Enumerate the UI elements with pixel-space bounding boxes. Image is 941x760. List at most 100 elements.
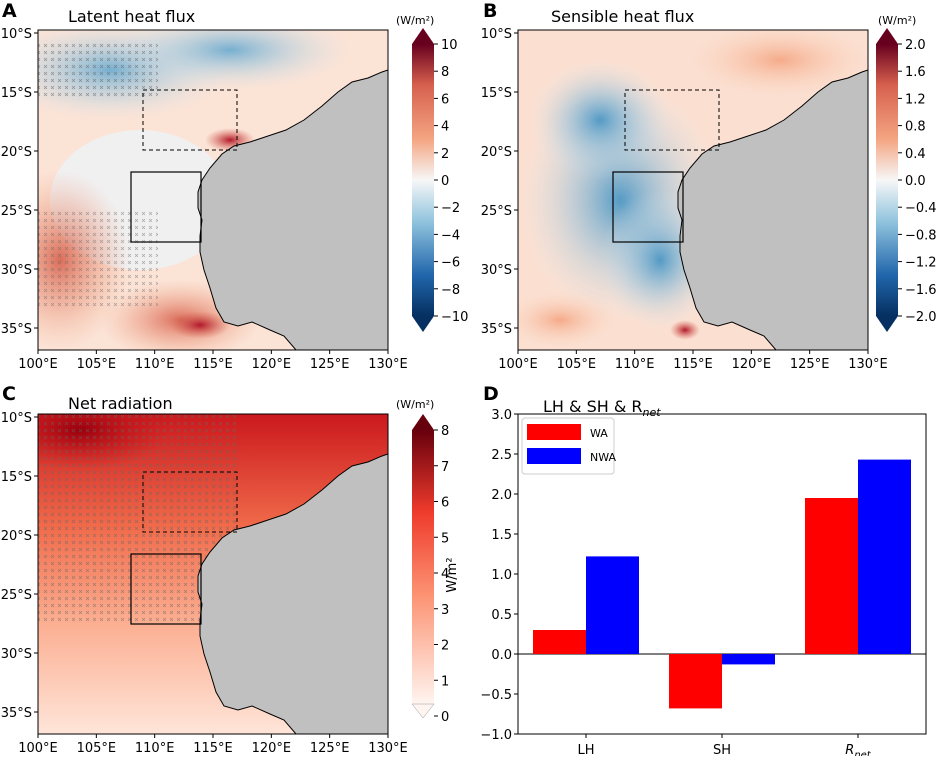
lat-tick-label: 10°S (1, 411, 32, 426)
colorbar-tick-label: 0.4 (905, 147, 926, 162)
colorbar-tick-label: 0 (441, 174, 449, 189)
panel-d: D LH & SH & Rnet −1.0−0.50.00.51.01.52.0… (480, 383, 927, 760)
colorbar-ticks: 10 8 6 4 2 0 −2 −4 −6 −8 −10 (434, 38, 468, 325)
lat-tick-label: 10°S (481, 27, 512, 42)
lon-tick-label: 105°E (77, 741, 117, 756)
legend-swatch (527, 424, 581, 440)
x-tick-main: LH (577, 743, 594, 756)
bar-chart: −1.0 −0.5 0.0 0.5 1.0 1.5 2.0 2.5 3.0 LH SH Rnet WA N… (480, 408, 927, 760)
colorbar-tick-label: 6 (441, 496, 449, 511)
lon-tick-label: 115°E (193, 357, 233, 372)
colorbar-tick-label: −0.8 (905, 228, 937, 243)
lat-tick-label: 35°S (1, 706, 32, 721)
lon-tick-label: 120°E (732, 357, 772, 372)
colorbar-tick-label: −2 (441, 201, 460, 216)
lat-tick-label: 25°S (481, 204, 512, 219)
lon-tick-label: 115°E (193, 741, 233, 756)
colorbar-tick-label: 1 (441, 674, 449, 689)
colorbar-tick-label: 1.2 (905, 92, 926, 107)
bar-wa (669, 654, 722, 709)
colorbar: (W/m²) 10 8 6 4 2 0 −2 −4 −6 −8 −10 (396, 14, 468, 332)
panel-title: Net radiation (68, 394, 173, 413)
lon-tick-label: 100°E (18, 357, 58, 372)
colorbar-side-label: W/m² (445, 557, 460, 592)
lon-tick-label: 100°E (498, 357, 538, 372)
panel-letter: C (2, 383, 16, 405)
x-tick-main: SH (713, 743, 731, 756)
lon-tick-label: 130°E (368, 741, 408, 756)
lon-tick-label: 130°E (848, 357, 888, 372)
map-axes: 10°S 15°S 20°S 25°S 30°S 35°S 100°E 105°E 110°E 1… (1, 411, 408, 756)
panel-letter: D (483, 383, 499, 405)
lat-tick-label: 20°S (1, 145, 32, 160)
colorbar-tick-label: −10 (441, 310, 468, 325)
lat-tick-label: 15°S (481, 86, 512, 101)
y-tick-label: 1.5 (491, 528, 512, 543)
lon-tick-label: 110°E (615, 357, 655, 372)
lat-tick-label: 25°S (1, 204, 32, 219)
colorbar-tick-label: 7 (441, 460, 449, 475)
chart-title-main: LH & SH & R (543, 397, 643, 416)
lat-tick-label: 30°S (1, 647, 32, 662)
colorbar-unit: (W/m²) (396, 14, 434, 27)
map-field (518, 30, 868, 350)
chart-title-sub: net (643, 406, 662, 419)
colorbar-tick-label: 0.0 (905, 174, 926, 189)
y-tick-label: 1.0 (491, 568, 512, 583)
y-tick-label: −0.5 (480, 688, 512, 703)
chart-title: LH & SH & Rnet (543, 397, 661, 419)
lon-tick-label: 110°E (135, 741, 175, 756)
y-tick-label: 2.0 (491, 488, 512, 503)
lon-tick-label: 100°E (18, 741, 58, 756)
colorbar-tick-label: 6 (441, 92, 449, 107)
bar-wa (805, 498, 858, 654)
lat-tick-label: 35°S (1, 322, 32, 337)
lat-tick-label: 25°S (1, 588, 32, 603)
lat-tick-label: 15°S (1, 86, 32, 101)
lon-tick-label: 125°E (310, 357, 350, 372)
lat-tick-label: 20°S (1, 529, 32, 544)
lon-tick-label: 105°E (557, 357, 597, 372)
panel-letter: B (483, 0, 497, 22)
lat-tick-label: 20°S (481, 145, 512, 160)
y-tick-label: 2.5 (491, 448, 512, 463)
bar-nwa (722, 654, 775, 665)
colorbar-tick-label: 4 (441, 120, 449, 135)
legend-swatch (527, 448, 581, 464)
colorbar-tick-label: 8 (441, 424, 449, 439)
lon-tick-label: 130°E (368, 357, 408, 372)
colorbar-ticks: 2.0 1.6 1.2 0.8 0.4 0.0 −0.4 −0.8 −1.2 −1.6 −2.0 (898, 38, 937, 325)
map-field (38, 30, 388, 350)
colorbar-unit: (W/m²) (396, 398, 434, 411)
colorbar: (W/m²) 2.0 1.6 1.2 0.8 0.4 0.0 −0.4 −0.8 −1.2 −1.… (876, 14, 937, 332)
colorbar-tick-label: 2 (441, 147, 449, 162)
legend-label: NWA (590, 451, 617, 464)
colorbar-tick-label: 2.0 (905, 38, 926, 53)
colorbar-tick-label: −0.4 (905, 201, 937, 216)
lat-tick-label: 10°S (1, 27, 32, 42)
colorbar: (W/m²) 8 7 6 5 4 3 2 1 0 W/m² (396, 398, 460, 725)
legend-label: WA (590, 427, 608, 440)
colorbar-tick-label: 8 (441, 65, 449, 80)
colorbar-unit: (W/m²) (878, 14, 916, 27)
x-tick-main: R (845, 743, 854, 756)
colorbar-tick-label: −6 (441, 256, 460, 271)
colorbar-tick-label: 1.6 (905, 65, 926, 80)
colorbar-tick-label: 4 (441, 567, 449, 582)
panel-b: B Sensible heat flux 10°S 15°S 20°S 25°S 30°… (481, 0, 937, 372)
lat-tick-label: 30°S (481, 263, 512, 278)
y-tick-label: 0.5 (491, 608, 512, 623)
x-tick-label: SH (713, 743, 731, 756)
colorbar-ticks: 8 7 6 5 4 3 2 1 0 (434, 424, 449, 725)
map-axes: 10°S 15°S 20°S 25°S 30°S 35°S 100°E 105°E 110°E 1… (481, 27, 888, 372)
colorbar-tick-label: 10 (441, 38, 458, 53)
lat-tick-label: 35°S (481, 322, 512, 337)
lon-tick-label: 120°E (252, 357, 292, 372)
lon-tick-label: 120°E (252, 741, 292, 756)
y-tick-label: 3.0 (491, 408, 512, 423)
colorbar-tick-label: 0 (441, 710, 449, 725)
lon-tick-label: 125°E (790, 357, 830, 372)
colorbar-tick-label: −4 (441, 228, 460, 243)
lon-tick-label: 110°E (135, 357, 175, 372)
